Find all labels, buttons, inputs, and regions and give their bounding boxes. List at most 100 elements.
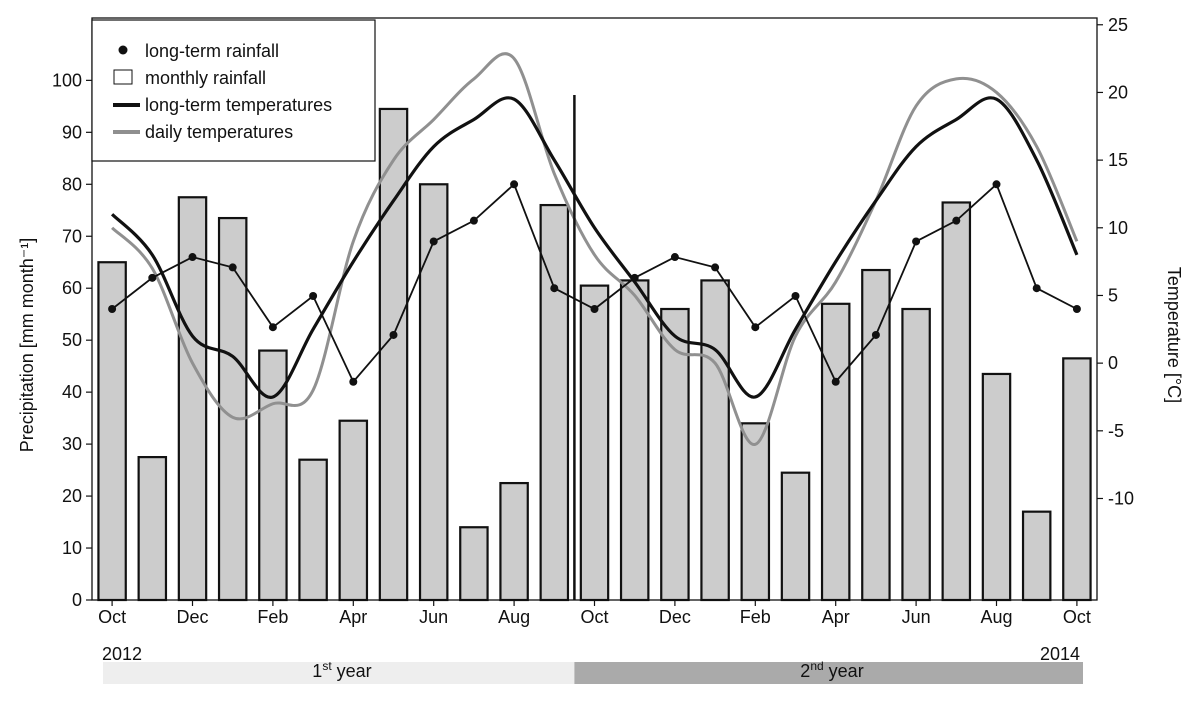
rainfall-bar (981, 372, 1012, 602)
rainfall-bar (177, 196, 208, 602)
long-term-rainfall-point (952, 216, 961, 225)
year-label-start: 2012 (102, 644, 142, 664)
y-right-tick-label: 20 (1108, 82, 1128, 102)
y-right-tick-label: 25 (1108, 15, 1128, 35)
y-left-tick-label: 50 (62, 330, 82, 350)
legend-box (91, 19, 376, 162)
long-term-rainfall-point (228, 263, 237, 272)
legend-dot-icon (118, 45, 128, 55)
y-left-axis-title: Precipitation [mm month⁻¹] (17, 238, 37, 453)
rainfall-bar (700, 279, 730, 602)
long-term-rainfall-point (349, 377, 358, 386)
y-right-tick-label: 5 (1108, 285, 1118, 305)
year-band-group (103, 662, 1083, 684)
long-term-rainfall-point (992, 180, 1001, 189)
year-band-first (103, 662, 575, 684)
rainfall-bar (378, 107, 409, 602)
y-left-tick-label: 30 (62, 434, 82, 454)
legend: long-term rainfall monthly rainfall long… (91, 19, 376, 162)
rainfall-bar-group (97, 107, 1092, 602)
rainfall-bar (820, 302, 851, 602)
y-left-tick-label: 10 (62, 538, 82, 558)
rainfall-bar (660, 307, 690, 602)
x-tick-label: Oct (98, 607, 126, 627)
rainfall-bar (901, 307, 931, 602)
legend-label-monthly-rainfall: monthly rainfall (145, 68, 266, 88)
y-left-tick-label: 100 (52, 70, 82, 90)
x-tick-label: Apr (822, 607, 850, 627)
rainfall-bar (619, 279, 650, 602)
long-term-rainfall-point (791, 292, 800, 301)
rainfall-bar (137, 455, 168, 602)
legend-label-daily-temperatures: daily temperatures (145, 122, 293, 142)
long-term-rainfall-point (670, 253, 679, 262)
x-tick-label: Oct (1063, 607, 1091, 627)
long-term-rainfall-point (912, 237, 921, 246)
y-right-tick-label: 10 (1108, 218, 1128, 238)
x-tick-label: Feb (257, 607, 288, 627)
x-tick-label: Apr (339, 607, 367, 627)
rainfall-bar (298, 458, 328, 602)
daily-temperature-line (111, 52, 1079, 446)
rainfall-bar (97, 261, 127, 602)
x-tick-label: Feb (740, 607, 771, 627)
long-term-temperature-line (110, 96, 1079, 399)
rainfall-bar (499, 481, 529, 602)
long-term-rainfall-point (751, 323, 760, 332)
period-label-first-year: 1st year (312, 659, 371, 681)
year-label-end: 2014 (1040, 644, 1080, 664)
rainfall-bar (258, 349, 288, 602)
long-term-rainfall-point (871, 330, 880, 339)
long-term-rainfall-point (268, 323, 277, 332)
period-label-second-year: 2nd year (800, 659, 863, 681)
long-term-rainfall-point (429, 237, 438, 246)
legend-box-icon (113, 69, 133, 85)
rainfall-bar (780, 471, 811, 602)
y-right-tick-label: 15 (1108, 150, 1128, 170)
long-term-rainfall-point (188, 253, 197, 262)
rainfall-bar (579, 284, 610, 602)
x-tick-label: Jun (419, 607, 448, 627)
year-band-second (574, 662, 1083, 684)
long-term-rainfall-point (309, 292, 318, 301)
y-left-tick-label: 40 (62, 382, 82, 402)
long-term-rainfall-point (1072, 305, 1081, 313)
long-term-rainfall-point (630, 273, 639, 282)
rainfall-bar (941, 201, 972, 602)
legend-label-long-term-temperatures: long-term temperatures (145, 95, 332, 115)
y-left-tick-label: 70 (62, 226, 82, 246)
y-right-tick-label: 0 (1108, 353, 1118, 373)
long-term-rainfall-point (108, 305, 117, 313)
rainfall-bar (861, 268, 891, 602)
y-right-tick-label: -5 (1108, 421, 1124, 441)
rainfall-bar (338, 419, 369, 602)
y-left-tick-label: 0 (72, 590, 82, 610)
rainfall-bar (1062, 357, 1092, 602)
rainfall-bar (459, 526, 489, 602)
x-tick-label: Aug (498, 607, 530, 627)
y-left-tick-label: 20 (62, 486, 82, 506)
rainfall-bar (740, 422, 771, 602)
x-tick-label: Oct (580, 607, 608, 627)
long-term-rainfall-point (550, 284, 559, 293)
x-tick-label: Dec (176, 607, 208, 627)
long-term-rainfall-point (510, 180, 519, 189)
axes-group: 0 10 20 30 40 50 60 70 80 90 100 -10 -5 0 5 10 15 20 25 Oct… (52, 15, 1134, 627)
long-term-rainfall-point (389, 330, 398, 339)
x-tick-label: Aug (980, 607, 1012, 627)
rainfall-bar (1021, 510, 1052, 602)
long-term-rainfall-point (148, 273, 157, 282)
y-right-axis-title: Temperature [°C] (1164, 267, 1184, 403)
x-tick-label: Jun (902, 607, 931, 627)
long-term-rainfall-point (831, 377, 840, 386)
long-term-rainfall-point (1032, 284, 1041, 293)
long-term-rainfall-point (590, 305, 599, 313)
rainfall-bar (418, 183, 449, 602)
x-tick-label: Dec (659, 607, 691, 627)
long-term-rainfall-point (711, 263, 720, 272)
long-term-rainfall-point (469, 216, 478, 225)
line-series-group (108, 52, 1081, 446)
legend-label-long-term-rainfall: long-term rainfall (145, 41, 279, 61)
y-right-tick-label: -10 (1108, 488, 1134, 508)
